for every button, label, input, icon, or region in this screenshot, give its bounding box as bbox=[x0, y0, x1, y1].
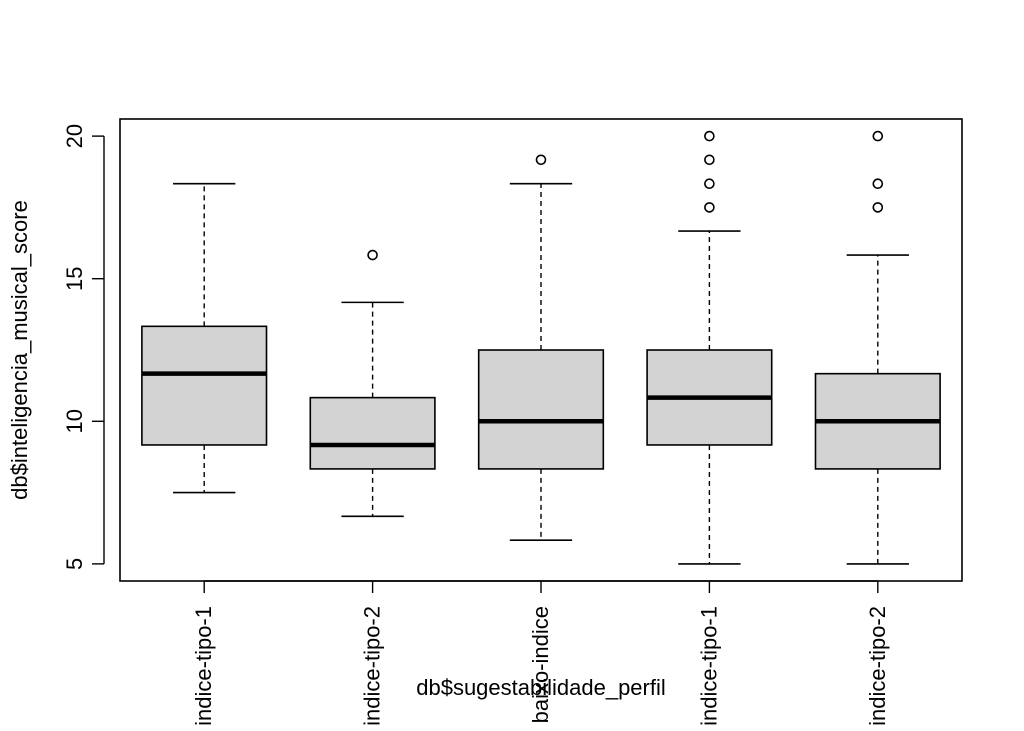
x-tick-label: indice-tipo-1 bbox=[191, 606, 216, 726]
y-axis-label: db$inteligencia_musical_score bbox=[7, 200, 32, 500]
box-1 bbox=[141, 182, 268, 494]
outlier-point bbox=[872, 202, 884, 213]
x-tick-label: indice-tipo-1 bbox=[696, 606, 721, 726]
outlier-point bbox=[704, 178, 715, 190]
box-5 bbox=[814, 130, 941, 565]
outlier-point bbox=[535, 154, 547, 166]
x-tick-label: baixo-indice bbox=[528, 606, 553, 723]
iqr-box bbox=[477, 349, 605, 470]
outlier-point bbox=[367, 249, 378, 261]
plot-marks bbox=[141, 130, 941, 565]
outlier-point bbox=[704, 130, 715, 142]
iqr-box bbox=[309, 396, 436, 470]
box-3 bbox=[477, 154, 605, 542]
outlier-point bbox=[704, 202, 715, 213]
outlier-point bbox=[872, 130, 884, 142]
box-2 bbox=[309, 249, 436, 518]
x-axis: indice-tipo-1 indice-tipo-2 baixo-indice in… bbox=[191, 580, 890, 726]
outlier-point bbox=[704, 154, 715, 166]
box-4 bbox=[646, 130, 773, 565]
y-axis: 5 10 15 20 bbox=[62, 124, 105, 570]
x-axis-label: db$sugestabilidade_perfil bbox=[416, 675, 666, 700]
outlier-point bbox=[872, 178, 884, 190]
iqr-box bbox=[141, 325, 268, 446]
y-tick-label: 10 bbox=[62, 409, 87, 433]
x-tick-label: indice-tipo-2 bbox=[360, 606, 385, 726]
y-tick-label: 5 bbox=[62, 558, 87, 570]
y-tick-label: 20 bbox=[62, 124, 87, 148]
x-tick-label: indice-tipo-2 bbox=[865, 606, 890, 726]
y-tick-label: 15 bbox=[62, 266, 87, 290]
